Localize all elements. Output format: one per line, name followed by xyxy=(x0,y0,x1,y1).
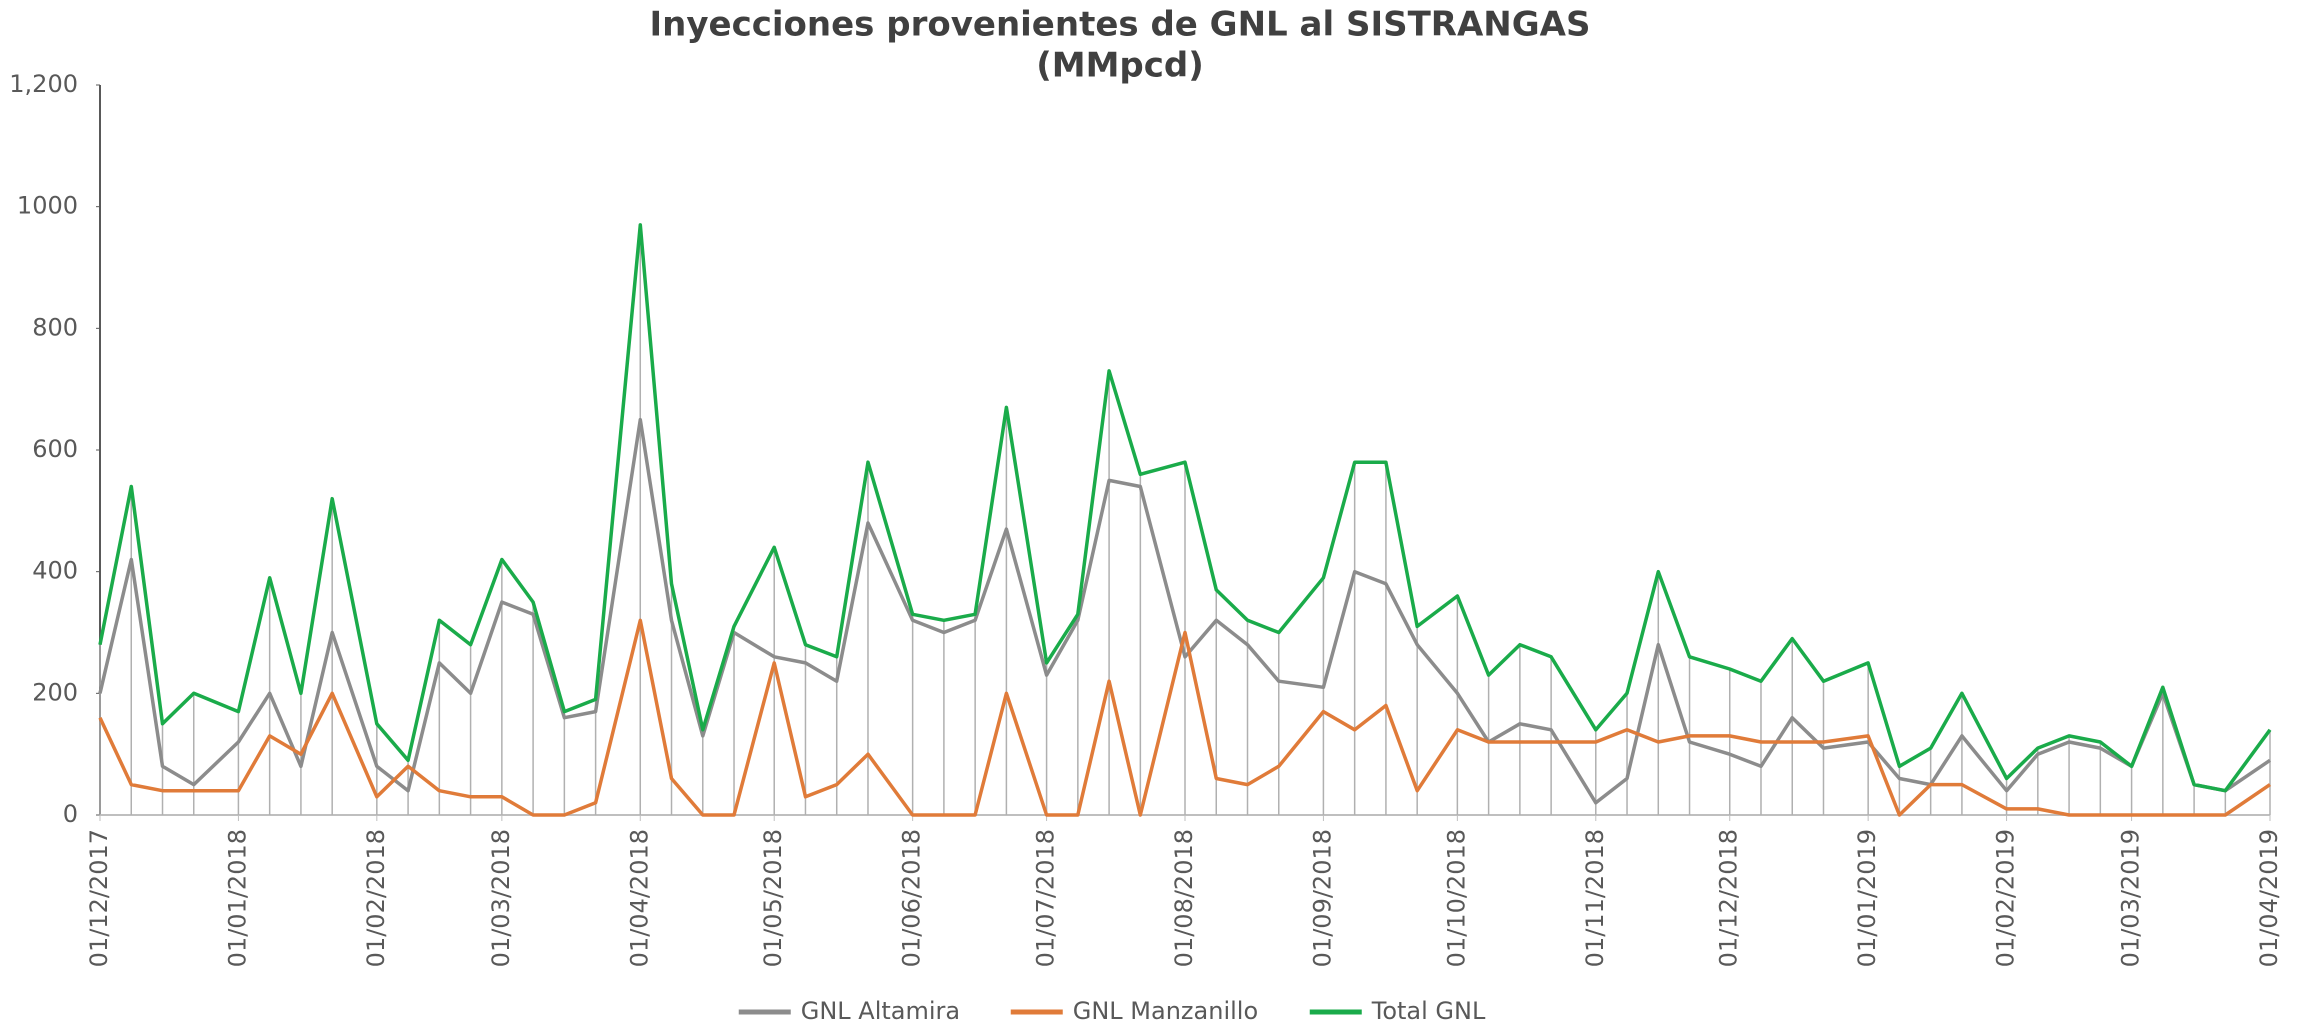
x-tick-label: 01/07/2018 xyxy=(1032,829,1060,967)
x-tick-label: 01/12/2018 xyxy=(1715,829,1743,967)
x-tick-label: 01/04/2018 xyxy=(625,829,653,967)
legend-label: Total GNL xyxy=(1371,997,1486,1025)
x-tick-label: 01/10/2018 xyxy=(1442,829,1470,967)
chart-title: Inyecciones provenientes de GNL al SISTR… xyxy=(650,5,1591,45)
y-tick-label: 800 xyxy=(32,313,78,341)
y-tick-label: 200 xyxy=(32,678,78,706)
x-tick-label: 01/04/2019 xyxy=(2255,829,2283,967)
legend-label: GNL Altamira xyxy=(801,997,960,1025)
y-tick-label: 400 xyxy=(32,557,78,585)
y-tick-label: 0 xyxy=(63,800,78,828)
x-tick-label: 01/01/2018 xyxy=(223,829,251,967)
chart: Inyecciones provenientes de GNL al SISTR… xyxy=(0,0,2310,1027)
chart-subtitle: (MMpcd) xyxy=(1036,46,1204,86)
x-tick-label: 01/12/2017 xyxy=(85,829,113,967)
x-tick-label: 01/08/2018 xyxy=(1170,829,1198,967)
x-tick-label: 01/01/2019 xyxy=(1853,829,1881,967)
x-tick-label: 01/02/2019 xyxy=(1992,829,2020,967)
x-tick-label: 01/06/2018 xyxy=(898,829,926,967)
x-tick-label: 01/05/2018 xyxy=(759,829,787,967)
y-tick-label: 1000 xyxy=(17,192,78,220)
legend-label: GNL Manzanillo xyxy=(1073,997,1258,1025)
x-tick-label: 01/03/2018 xyxy=(487,829,515,967)
x-tick-label: 01/09/2018 xyxy=(1308,829,1336,967)
x-tick-label: 01/11/2018 xyxy=(1581,829,1609,967)
y-tick-label: 600 xyxy=(32,435,78,463)
y-tick-label: 1,200 xyxy=(9,70,78,98)
x-tick-label: 01/02/2018 xyxy=(362,829,390,967)
x-tick-label: 01/03/2019 xyxy=(2117,829,2145,967)
